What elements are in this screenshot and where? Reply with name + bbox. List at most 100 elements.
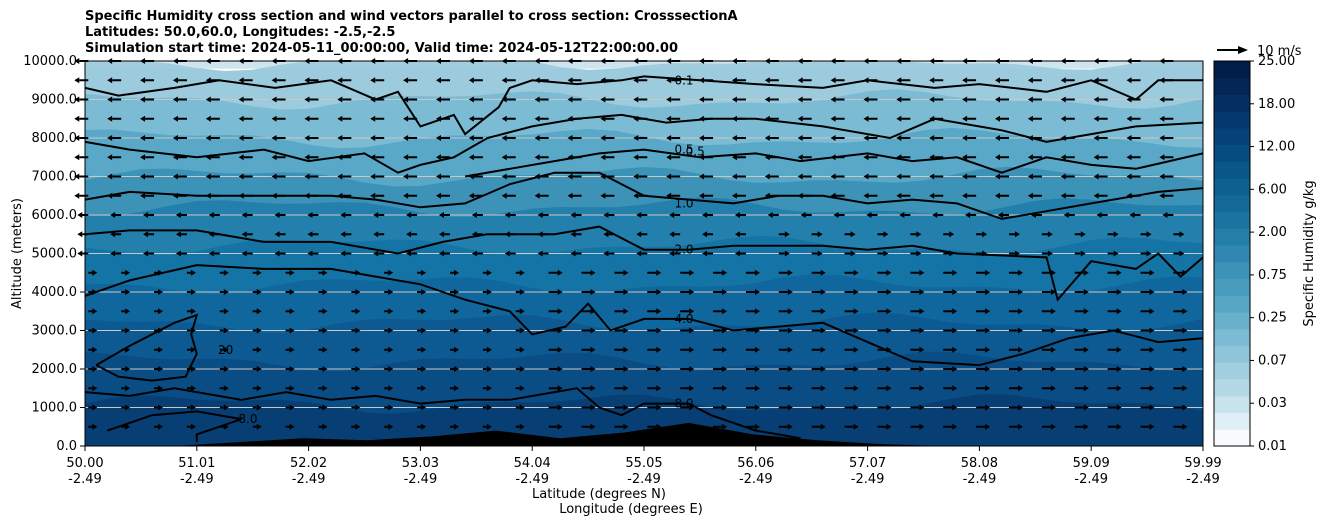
wind-vector-head [1182,327,1188,334]
wind-vector-head [994,96,1000,103]
wind-vector-head [916,231,922,238]
wind-vector-head [486,366,492,372]
wind-vector-head [453,269,459,276]
wind-vector-head [1063,212,1069,218]
wind-vector-head [1113,231,1119,238]
wind-vector-head [820,308,826,315]
wind-vector-head [1083,423,1089,430]
colorbar-label: Specific Humidity g/kg [1302,180,1317,326]
wind-vector-head [896,96,902,103]
wind-vector-head [853,423,859,430]
wind-vector-head [1159,154,1165,161]
wind-vector-head [1050,385,1056,392]
contour-label-7: 8.0 [674,397,693,411]
wind-vector-head [567,135,573,141]
terrain [85,422,946,446]
wind-vector-head [92,423,98,430]
wind-vector-head [702,212,708,218]
wind-vector-head [1083,308,1089,315]
wind-vector-head [1060,77,1066,84]
wind-vector-head [952,289,958,295]
wind-vector-head [722,423,728,430]
wind-vector-head [1050,327,1056,334]
contour-line-8 [107,410,242,443]
wind-vector-head [754,385,760,392]
wind-vector-head [1060,115,1066,122]
wind-vector-head [1060,173,1066,180]
wind-vector-head [633,96,639,103]
wind-vector-head [322,346,328,353]
colorbar-segment [1214,144,1250,162]
wind-vector-head [256,366,262,372]
wind-vector-head [256,327,262,334]
wind-vector-head [370,77,376,84]
wind-vector-head [567,192,573,199]
wind-vector-head [919,366,925,372]
wind-vector-head [1050,346,1056,353]
y-axis-label: Altitude (meters) [10,198,25,309]
y-tick-label: 6000.0 [32,208,78,223]
wind-vector-head [256,269,262,276]
wind-vector-head [820,366,826,372]
wind-vector-head [501,192,507,199]
wind-vector-head [1047,231,1053,238]
vector-key-arrow-head [1238,46,1248,54]
wind-vector-head [962,154,968,161]
wind-vector-head [557,346,563,353]
wind-vector-head [1083,269,1089,276]
wind-vector-head [304,96,310,103]
wind-vector-head [590,346,596,353]
wind-vector-head [241,250,247,257]
contour-label-2: 0.5 [686,144,705,158]
wind-vector-head [702,231,708,238]
colorbar-segment [1214,245,1250,263]
wind-vector-head [501,135,507,141]
wind-vector-head [370,115,376,122]
wind-vector-head [689,269,695,276]
wind-vector-head [929,135,935,141]
wind-vector-head [1027,173,1033,180]
x-tick-label-lat: 53.03 [402,456,439,471]
wind-vector-head [590,289,596,295]
wind-vector-head [787,327,793,334]
wind-vector-head [985,385,991,392]
wind-vector-head [406,231,412,238]
contour-line-4 [85,225,1203,302]
wind-vector-head [699,192,705,199]
contour-label-3: 1.0 [674,196,693,210]
wind-vector-head [820,346,826,353]
wind-vector-head [172,135,178,141]
wind-vector-head [590,366,596,372]
wind-vector-head [304,173,310,180]
wind-vector-head [307,250,313,257]
wind-vector-head [689,346,695,353]
wind-vector-head [468,192,474,199]
wind-vector-head [92,366,98,372]
wind-vector-head [919,346,925,353]
wind-vector-head [501,115,507,122]
wind-vector-head [1182,366,1188,372]
wind-vector-head [238,173,244,180]
wind-vector-head [590,269,596,276]
wind-vector-head [74,173,80,180]
wind-vector-head [1149,289,1155,295]
wind-vector-head [471,250,477,257]
wind-vector-head [886,404,892,411]
wind-vector-head [722,366,728,372]
wind-vector-head [853,404,859,411]
wind-vector-head [241,212,247,218]
wind-vector-head [125,404,131,411]
colorbar-segment [1214,345,1250,363]
wind-vector-head [689,308,695,315]
wind-vector-head [767,212,773,218]
x-tick-label-lat: 59.99 [1184,456,1221,471]
wind-vector-head [388,404,394,411]
wind-vector-head [355,404,361,411]
wind-vector-head [289,327,295,334]
wind-vector-head [669,212,675,218]
wind-vector-head [883,250,889,257]
wind-vector-head [140,96,146,103]
wind-vector-head [388,289,394,295]
contour-line-5 [85,264,1203,367]
